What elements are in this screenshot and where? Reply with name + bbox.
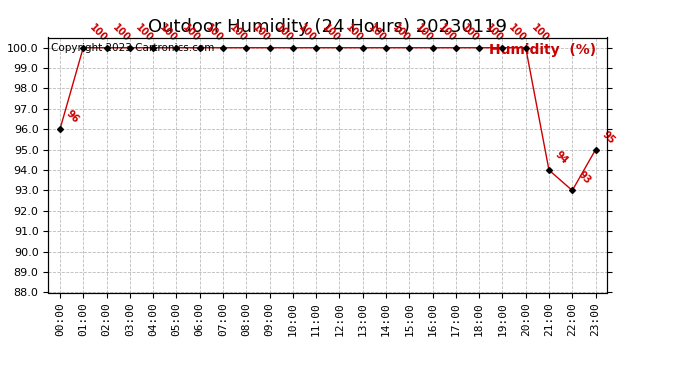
Text: 100: 100 xyxy=(134,22,155,44)
Text: 100: 100 xyxy=(157,22,179,44)
Text: 100: 100 xyxy=(274,22,295,44)
Title: Outdoor Humidity (24 Hours) 20230119: Outdoor Humidity (24 Hours) 20230119 xyxy=(148,18,507,36)
Text: 100: 100 xyxy=(530,22,551,44)
Text: 93: 93 xyxy=(576,170,593,186)
Text: 96: 96 xyxy=(64,108,81,125)
Text: 94: 94 xyxy=(553,149,570,166)
Text: 100: 100 xyxy=(506,22,528,44)
Text: 100: 100 xyxy=(460,22,482,44)
Text: 100: 100 xyxy=(437,22,458,44)
Text: 100: 100 xyxy=(367,22,388,44)
Text: 100: 100 xyxy=(344,22,365,44)
Text: 95: 95 xyxy=(600,129,616,146)
Text: Copyright 2023 Cartronics.com: Copyright 2023 Cartronics.com xyxy=(51,43,215,52)
Text: 100: 100 xyxy=(110,22,132,44)
Text: 100: 100 xyxy=(227,22,248,44)
Text: 100: 100 xyxy=(204,22,225,44)
Text: 100: 100 xyxy=(483,22,504,44)
Text: 100: 100 xyxy=(413,22,435,44)
Text: 100: 100 xyxy=(320,22,342,44)
Text: 100: 100 xyxy=(390,22,411,44)
Text: 100: 100 xyxy=(181,22,202,44)
Text: 100: 100 xyxy=(250,22,272,44)
Text: Humidity  (%): Humidity (%) xyxy=(489,43,596,57)
Text: 100: 100 xyxy=(88,22,109,44)
Text: 100: 100 xyxy=(297,22,318,44)
